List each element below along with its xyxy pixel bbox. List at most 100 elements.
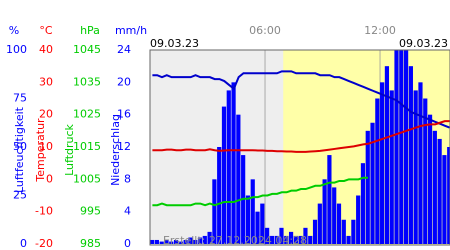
- series-line: [152, 120, 450, 153]
- precip-bar: [384, 66, 390, 245]
- plot-frame: [149, 49, 450, 246]
- y-tick-label: 0: [46, 172, 53, 185]
- y-tick-label: 25: [13, 189, 27, 202]
- y-tick-label: 1005: [73, 172, 101, 185]
- precip-bar: [260, 203, 265, 244]
- x-tick-label: 06:00: [249, 24, 281, 37]
- precip-bar: [327, 155, 332, 244]
- y-tick-label: 1045: [73, 43, 101, 56]
- y-tick-label: 30: [39, 75, 53, 88]
- precip-bar: [442, 155, 447, 244]
- precip-bar: [370, 122, 375, 244]
- precip-bar: [332, 187, 337, 244]
- y-tick-label: 1015: [73, 140, 101, 153]
- precip-bar: [269, 235, 275, 244]
- precip-bar: [245, 195, 251, 244]
- precip-bar: [308, 235, 313, 244]
- precip-bar: [432, 130, 437, 244]
- precip-bar: [399, 50, 404, 244]
- axis-unit: °C: [39, 24, 53, 37]
- precip-bar: [341, 219, 346, 244]
- axis-unit: %: [9, 24, 19, 37]
- precip-bar: [413, 90, 418, 245]
- y-tick-label: 20: [39, 108, 53, 121]
- y-tick-label: 20: [117, 75, 131, 88]
- precip-bar: [150, 239, 155, 244]
- y-tick-label: 8: [124, 172, 131, 185]
- y-tick-label: 1035: [73, 75, 101, 88]
- precip-bar: [322, 179, 327, 244]
- precip-bar: [164, 239, 169, 244]
- precip-bar: [403, 50, 409, 244]
- y-tick-label: 50: [13, 140, 27, 153]
- date-right: 09.03.23: [399, 37, 448, 50]
- bars: [150, 50, 450, 245]
- axes: 06:00 12:00%Luftfeuchtigkeit1007550250°CT…: [6, 24, 396, 250]
- precip-bar: [173, 239, 179, 244]
- precip-bar: [293, 235, 298, 244]
- precip-bar: [284, 235, 289, 244]
- precip-bar: [202, 235, 207, 244]
- precip-bar: [221, 106, 227, 244]
- precip-bar: [336, 203, 342, 244]
- precip-bar: [188, 237, 193, 244]
- precip-bar: [274, 235, 279, 244]
- axis-title: Niederschlag: [109, 114, 122, 186]
- y-tick-label: 75: [13, 92, 27, 105]
- y-tick-label: 12: [117, 140, 131, 153]
- precip-bar: [437, 138, 442, 244]
- precip-bar: [317, 203, 322, 244]
- precip-bar: [217, 147, 222, 244]
- precip-bar: [447, 147, 450, 244]
- lines: [152, 70, 450, 207]
- precip-bar: [346, 235, 351, 244]
- precip-bar: [159, 241, 164, 244]
- axis-title: Luftfeuchtigkeit: [13, 106, 26, 193]
- precip-bar: [265, 227, 270, 244]
- precip-bar: [360, 163, 366, 244]
- precip-bar: [207, 231, 212, 244]
- precip-bar: [236, 114, 241, 245]
- y-tick-label: 10: [39, 140, 53, 153]
- x-tick-label: 12:00: [364, 24, 396, 37]
- y-tick-label: 24: [117, 43, 131, 56]
- axis-unit: hPa: [80, 24, 100, 37]
- axis-title: Temperatur: [34, 118, 47, 183]
- y-tick-label: 985: [80, 237, 101, 250]
- date-left: 09.03.23: [150, 37, 199, 50]
- precip-bar: [312, 219, 318, 244]
- axis-unit: mm/h: [115, 24, 147, 37]
- precip-bar: [183, 239, 188, 244]
- precip-bar: [423, 98, 428, 244]
- precip-bar: [408, 66, 413, 245]
- precip-bar: [193, 239, 198, 244]
- axis-title: Luftdruck: [63, 123, 76, 175]
- precip-bar: [389, 90, 394, 245]
- y-tick-label: -20: [35, 237, 53, 250]
- precip-bar: [298, 235, 303, 244]
- precip-bar: [394, 50, 399, 244]
- precip-bar: [178, 241, 183, 244]
- precip-bar: [154, 239, 159, 244]
- series-line: [152, 70, 450, 129]
- precip-bar: [250, 179, 255, 244]
- precip-bar: [365, 130, 370, 244]
- precip-bar: [303, 227, 308, 244]
- precip-bar: [279, 227, 284, 244]
- y-tick-label: 4: [124, 205, 131, 218]
- y-tick-label: 995: [80, 205, 101, 218]
- precip-bar: [255, 211, 260, 244]
- footer: Erstellt: 27.12.2024 04:28: [163, 234, 307, 247]
- precip-bar: [427, 114, 433, 245]
- y-tick-label: 0: [124, 237, 131, 250]
- precip-bar: [375, 98, 380, 244]
- precip-bar: [169, 241, 174, 244]
- y-tick-label: 0: [20, 237, 27, 250]
- precip-bar: [226, 90, 231, 245]
- precip-bar: [356, 195, 361, 244]
- y-tick-label: 16: [117, 108, 131, 121]
- precip-bar: [351, 219, 356, 244]
- precip-bar: [212, 179, 217, 244]
- y-tick-label: 40: [39, 43, 53, 56]
